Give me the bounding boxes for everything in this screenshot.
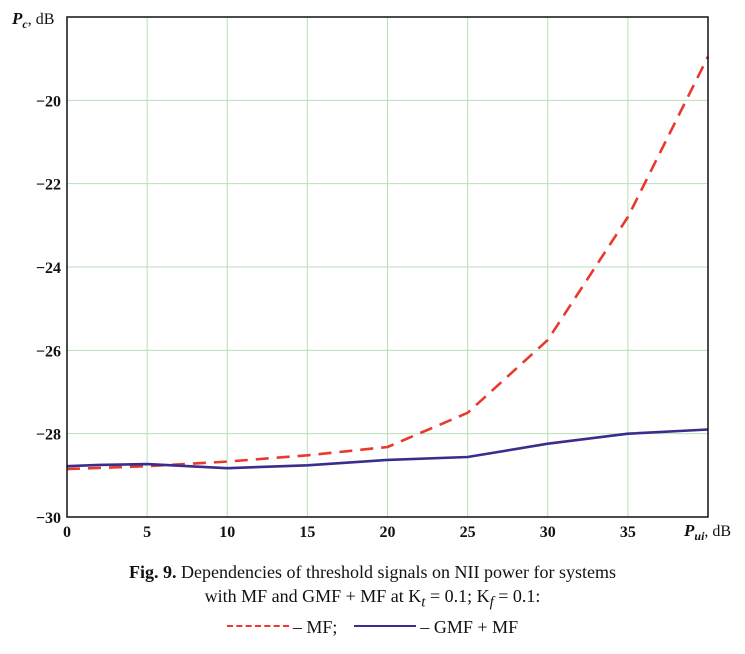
legend-label-gmf-mf: – GMF + MF bbox=[420, 616, 519, 637]
k-t-subscript: t bbox=[421, 594, 426, 611]
y-tick-label: −22 bbox=[36, 177, 61, 194]
x-tick-label: 20 bbox=[380, 524, 396, 541]
figure-number: Fig. 9. bbox=[129, 562, 177, 582]
series-layer bbox=[66, 56, 710, 471]
tick-labels: 0 5 10 15 20 25 30 35 −30 −28 −26 −24 −22 −20 bbox=[36, 93, 636, 541]
x-tick-label: 5 bbox=[143, 524, 151, 541]
x-tick-label: 35 bbox=[620, 524, 636, 541]
plot-frame bbox=[66, 16, 709, 518]
y-tick-label: −20 bbox=[36, 93, 61, 110]
k-f-subscript: f bbox=[489, 594, 494, 611]
caption-text-3: = 0.1; K bbox=[425, 586, 490, 606]
caption-line-2: with MF and GMF + MF at Kt = 0.1; Kf = 0… bbox=[0, 584, 745, 615]
x-tick-label: 30 bbox=[540, 524, 556, 541]
y-tick-label: −28 bbox=[36, 427, 61, 444]
x-tick-label: 15 bbox=[299, 524, 315, 541]
legend: – MF; – GMF + MF bbox=[0, 615, 745, 639]
series-line-gmf-mf bbox=[66, 428, 709, 470]
plot-border bbox=[66, 16, 709, 518]
y-tick-label: −30 bbox=[36, 510, 61, 527]
caption-text-4: = 0.1: bbox=[493, 586, 541, 606]
y-axis-label: Pc, dB bbox=[11, 9, 54, 31]
figure-caption: Fig. 9. Dependencies of threshold signal… bbox=[0, 560, 745, 639]
legend-swatch-gmf-mf bbox=[354, 625, 417, 628]
y-tick-label: −24 bbox=[36, 260, 61, 277]
line-chart: 0 5 10 15 20 25 30 35−30−28−26−24−22−20 Pc, dB … bbox=[11, 9, 731, 543]
x-tick-label: 0 bbox=[63, 524, 71, 541]
x-tick-label: 25 bbox=[460, 524, 476, 541]
y-tick-label: −26 bbox=[36, 343, 61, 360]
caption-text-1: Dependencies of threshold signals on NII… bbox=[176, 562, 616, 582]
x-axis-label: Pui, dB bbox=[683, 521, 731, 543]
caption-line-1: Fig. 9. Dependencies of threshold signal… bbox=[0, 560, 745, 584]
legend-swatch-mf bbox=[226, 625, 289, 628]
grid bbox=[67, 17, 708, 517]
caption-text-2: with MF and GMF + MF at K bbox=[204, 586, 422, 606]
x-tick-label: 10 bbox=[219, 524, 235, 541]
legend-label-mf: – MF; bbox=[292, 616, 338, 637]
